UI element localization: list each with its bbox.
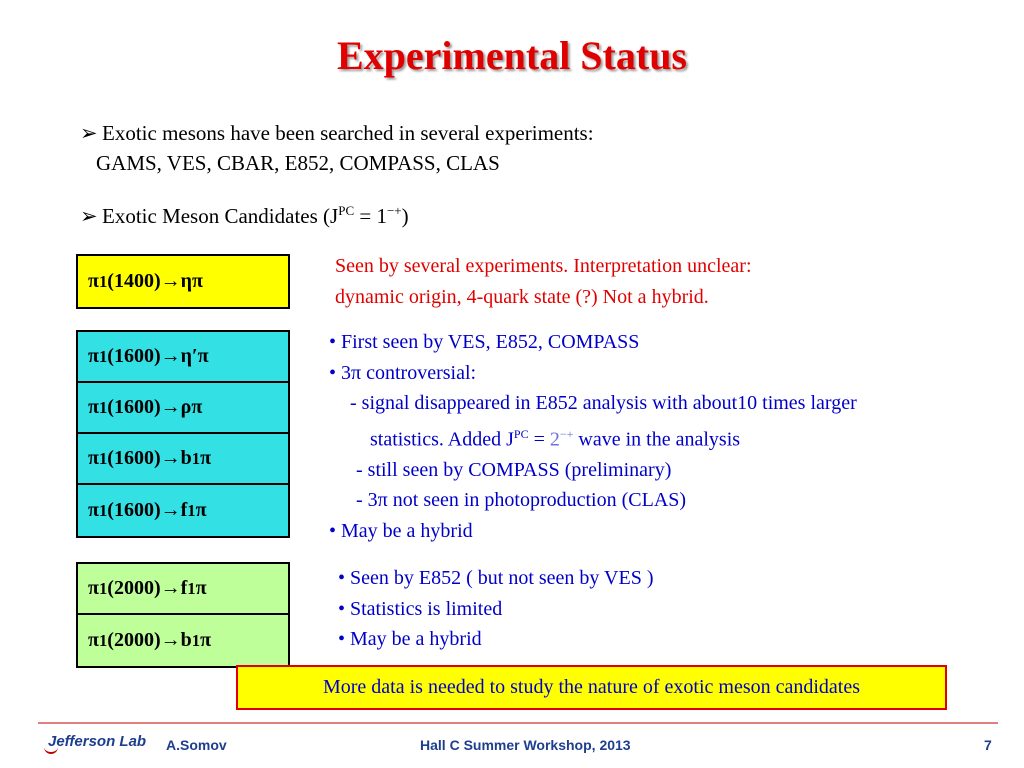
pi-symbol: π — [88, 345, 99, 367]
note-2000: • Seen by E852 ( but not seen by VES ) •… — [338, 563, 654, 655]
decay-arrow-icon: → — [160, 629, 181, 651]
subscript: 1 — [98, 346, 108, 366]
mass: (1600) — [107, 447, 161, 469]
footer-divider — [38, 722, 998, 724]
note-fragment: = — [528, 428, 550, 451]
candidate-box-1600: π 1 (1600) → η′π π 1 (1600) → ρπ π 1 (1600) → … — [76, 330, 290, 538]
subscript: 1 — [98, 578, 108, 598]
decay-tail: π — [195, 499, 207, 521]
decay-products: η′π — [180, 345, 209, 367]
note-1400: Seen by several experiments. Interpretat… — [335, 251, 752, 312]
mass: (2000) — [107, 577, 161, 599]
decay-arrow-icon: → — [160, 396, 181, 418]
jpc-superscript: PC — [338, 203, 355, 218]
subscript: 1 — [191, 630, 201, 650]
note-line: • First seen by VES, E852, COMPASS — [329, 331, 640, 353]
jefferson-lab-logo: Jefferson Lab — [48, 733, 147, 750]
decay-tail: π — [195, 577, 207, 599]
subscript: 1 — [187, 578, 196, 598]
note-line: • May be a hybrid — [329, 519, 473, 542]
pi-symbol: π — [88, 499, 99, 521]
candidate-cell: π 1 (1600) → ρπ — [78, 383, 288, 434]
subscript: 1 — [98, 397, 108, 417]
decay-products: f — [180, 499, 188, 521]
note-line: Seen by several experiments. Interpretat… — [335, 255, 752, 277]
note-line: - signal disappeared in E852 analysis wi… — [350, 392, 857, 414]
mass: (1600) — [107, 396, 161, 418]
subscript: 1 — [98, 630, 108, 650]
jpc-value-superscript: −+ — [559, 426, 574, 441]
subscript: 1 — [191, 448, 201, 468]
jpc-superscript: PC — [513, 426, 529, 441]
bullet-candidates: ➢ Exotic Meson Candidates (JPC = 1−+) — [80, 196, 409, 231]
decay-arrow-icon: → — [160, 345, 181, 367]
conclusion-box: More data is needed to study the nature … — [236, 665, 947, 710]
note-1600: • First seen by VES, E852, COMPASS • 3π … — [329, 327, 857, 546]
note-line: statistics. Added JPC = 2−+ wave in the … — [329, 419, 857, 455]
mass: (1600) — [107, 499, 161, 521]
subscript: 1 — [98, 500, 108, 520]
footer-author: A.Somov — [166, 737, 227, 753]
subscript: 1 — [98, 448, 108, 468]
bullet-candidates-text: Exotic Meson Candidates (J — [102, 204, 339, 228]
decay-products: ηπ — [180, 270, 203, 292]
jpc-value-superscript: −+ — [386, 203, 402, 218]
note-line: • May be a hybrid — [338, 628, 482, 650]
decay-tail: π — [200, 447, 212, 469]
slide-title: Experimental Status — [337, 33, 687, 78]
pi-symbol: π — [88, 396, 99, 418]
decay-arrow-icon: → — [160, 270, 181, 292]
pi-symbol: π — [88, 577, 99, 599]
logo-swoosh-icon — [44, 746, 58, 754]
decay-arrow-icon: → — [160, 499, 181, 521]
footer-event: Hall C Summer Workshop, 2013 — [420, 737, 631, 753]
decay-products: f — [180, 577, 188, 599]
bullet-candidates-close: ) — [401, 204, 409, 228]
bullet-experiments: ➢ Exotic mesons have been searched in sev… — [80, 118, 594, 178]
bullet-experiments-line1: Exotic mesons have been searched in seve… — [102, 121, 594, 145]
decay-products: ρπ — [180, 396, 203, 418]
jpc-equals: = 1 — [354, 204, 387, 228]
bullet-experiments-line2: GAMS, VES, CBAR, E852, COMPASS, CLAS — [96, 151, 500, 175]
note-line: - still seen by COMPASS (preliminary) — [356, 458, 672, 481]
note-fragment: wave in the analysis — [573, 428, 741, 451]
note-fragment: 2 — [549, 428, 560, 451]
candidate-cell: π 1 (1600) → η′π — [78, 332, 288, 383]
decay-arrow-icon: → — [160, 447, 181, 469]
note-line: • Seen by E852 ( but not seen by VES ) — [338, 567, 654, 589]
pi-symbol: π — [88, 629, 99, 651]
arrow-bullet-icon: ➢ — [80, 204, 98, 228]
arrow-bullet-icon: ➢ — [80, 121, 98, 145]
note-line: • 3π controversial: — [329, 361, 477, 384]
decay-tail: π — [200, 629, 212, 651]
pi-symbol: π — [88, 447, 99, 469]
candidate-box-1400: π 1 (1400) → ηπ — [76, 254, 290, 309]
note-line: • Statistics is limited — [338, 597, 503, 620]
note-line: - 3π not seen in photoproduction (CLAS) — [356, 489, 687, 512]
candidate-cell: π 1 (1400) → ηπ — [78, 256, 288, 307]
note-line: dynamic origin, 4-quark state (?) Not a … — [335, 285, 709, 308]
footer-page-number: 7 — [984, 737, 992, 753]
mass: (2000) — [107, 629, 161, 651]
decay-products: b — [180, 629, 192, 651]
pi-symbol: π — [88, 270, 99, 292]
mass: (1400) — [107, 270, 161, 292]
mass: (1600) — [107, 345, 161, 367]
decay-arrow-icon: → — [160, 577, 181, 599]
subscript: 1 — [98, 271, 108, 291]
subscript: 1 — [187, 500, 196, 520]
decay-products: b — [180, 447, 192, 469]
note-fragment: statistics. Added J — [370, 428, 514, 451]
